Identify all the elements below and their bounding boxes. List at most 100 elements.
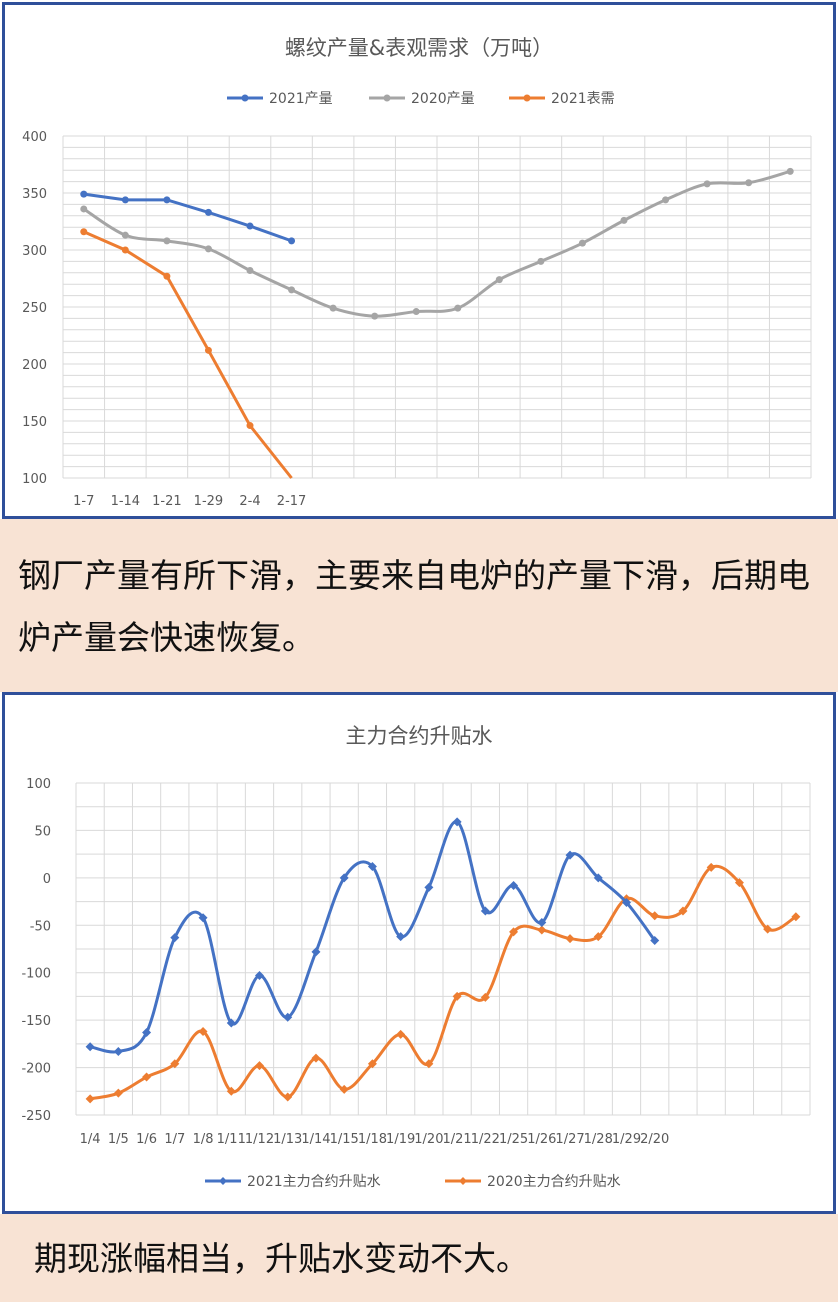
chart2-y-tick-label: 50 [34, 824, 51, 839]
chart2-y-tick-label: -150 [21, 1014, 51, 1029]
chart1-data-point [371, 312, 379, 320]
chart1-x-tick-label: 1-14 [111, 494, 141, 509]
chart2-data-point [113, 1046, 123, 1056]
chart2-x-tick-label: 1/19 [386, 1132, 415, 1147]
chart1-data-point [662, 196, 670, 204]
chart2-data-point [734, 878, 744, 888]
chart1-title: 螺纹产量&表观需求（万吨） [285, 36, 553, 60]
chart2-data-point [255, 1061, 264, 1071]
chart1-data-point [204, 245, 212, 253]
chart2-data-point [198, 913, 208, 923]
chart2-y-tick-label: 100 [26, 777, 51, 792]
chart1-x-tick-label: 1-7 [73, 494, 94, 509]
chart2-data-point [85, 1094, 95, 1104]
chart2-data-point [283, 1012, 293, 1022]
chart2-data-point [339, 873, 349, 883]
chart1-data-point [329, 304, 337, 312]
chart2-x-tick-label: 1/12 [245, 1132, 274, 1147]
chart1-y-tick-label: 350 [22, 187, 47, 202]
basis-chart: 主力合约升贴水 -250 -200 -150 -100 -50 0 50 100 1/4 1/5 1/… [2, 692, 836, 1214]
chart2-x-tick-label: 1/18 [358, 1132, 387, 1147]
chart2-series-line [89, 864, 797, 1101]
chart1-data-point [703, 180, 711, 188]
chart2-data-point [509, 880, 519, 890]
chart2-x-tick-label: 1/29 [612, 1132, 641, 1147]
chart1-data-point [80, 190, 88, 198]
chart2-x-tick-label: 1/6 [136, 1132, 157, 1147]
chart2-data-point [480, 992, 490, 1002]
chart1-data-point [620, 216, 628, 224]
chart2-data-point [622, 898, 631, 908]
chart2-x-tick-label: 1/13 [273, 1132, 302, 1147]
chart2-y-tick-label: -250 [21, 1109, 51, 1124]
chart1-data-point [163, 196, 171, 204]
chart1-legend-label: 2020产量 [411, 91, 475, 107]
chart2-data-point [311, 947, 321, 957]
chart2-data-point [650, 935, 660, 945]
chart2-x-tick-label: 1/22 [471, 1132, 500, 1147]
chart2-x-tick-label: 1/4 [80, 1132, 101, 1147]
chart2-data-point [367, 1059, 377, 1069]
chart2-data-point [255, 971, 264, 981]
chart2-data-point [678, 906, 688, 916]
chart2-data-point [593, 873, 603, 883]
chart2-data-point [367, 861, 377, 871]
chart2-x-tick-label: 1/7 [164, 1132, 185, 1147]
chart2-data-point [113, 1088, 123, 1098]
chart2-title: 主力合约升贴水 [346, 724, 493, 748]
chart2-legend-marker [219, 1177, 227, 1185]
chart2-data-point [593, 932, 603, 942]
chart2-data-point [424, 1059, 434, 1069]
chart2-data-point [170, 933, 180, 943]
chart1-data-point [246, 422, 254, 430]
chart1-data-point [745, 179, 753, 187]
chart1-data-point [578, 239, 586, 247]
chart1-y-tick-label: 400 [22, 130, 47, 145]
chart2-x-tick-label: 1/27 [555, 1132, 584, 1147]
chart1-data-point [121, 196, 129, 204]
caption-basis: 期现涨幅相当，升贴水变动不大。 [0, 1214, 838, 1302]
chart1-y-tick-label: 250 [22, 301, 47, 316]
chart2-data-point [396, 1029, 406, 1039]
chart1-series-line [83, 192, 293, 243]
chart2-data-point [650, 911, 660, 921]
chart2-x-tick-label: 1/21 [443, 1132, 472, 1147]
chart1-data-point [80, 228, 88, 236]
chart2-data-point [452, 991, 462, 1001]
chart1-legend-label: 2021表需 [551, 91, 615, 107]
chart2-data-point [537, 917, 547, 927]
chart2-data-point [85, 1042, 95, 1052]
chart1-data-point [80, 205, 88, 213]
chart2-legend-label: 2020主力合约升贴水 [487, 1174, 621, 1190]
chart2-x-tick-label: 1/14 [301, 1132, 330, 1147]
chart2-data-point [339, 1084, 349, 1094]
chart2-data-point [706, 862, 716, 872]
chart1-data-point [454, 304, 462, 312]
chart1-x-tick-label: 1-29 [194, 494, 224, 509]
chart2-data-point [311, 1053, 321, 1063]
chart1-data-point [412, 308, 420, 316]
chart2-y-tick-label: -100 [21, 967, 51, 982]
chart1-data-point [495, 276, 503, 284]
chart1-legend-label: 2021产量 [269, 91, 333, 107]
chart1-data-point [204, 208, 212, 216]
chart2-data-point [283, 1092, 293, 1102]
chart1-y-tick-label: 200 [22, 358, 47, 373]
chart2-data-point [565, 934, 575, 944]
production-demand-chart: 螺纹产量&表观需求（万吨） 100 150 200 250 300 350 400 1-7 1-1… [2, 2, 836, 519]
chart2-data-point [565, 850, 575, 860]
chart1-series-line [82, 169, 791, 318]
chart2-x-tick-label: 1/15 [330, 1132, 359, 1147]
chart1-data-point [121, 246, 129, 254]
chart2-y-tick-label: 0 [43, 872, 51, 887]
chart1-data-point [246, 222, 254, 230]
chart1-y-tick-label: 300 [22, 244, 47, 259]
chart2-x-tick-label: 1/5 [108, 1132, 129, 1147]
chart1-data-point [163, 237, 171, 245]
chart1-data-point [537, 257, 545, 265]
chart2-x-tick-label: 1/20 [414, 1132, 443, 1147]
chart1-y-tick-label: 100 [22, 472, 47, 487]
chart1-data-point [121, 231, 129, 239]
chart2-y-tick-label: -200 [21, 1062, 51, 1077]
chart2-data-point [791, 912, 801, 922]
